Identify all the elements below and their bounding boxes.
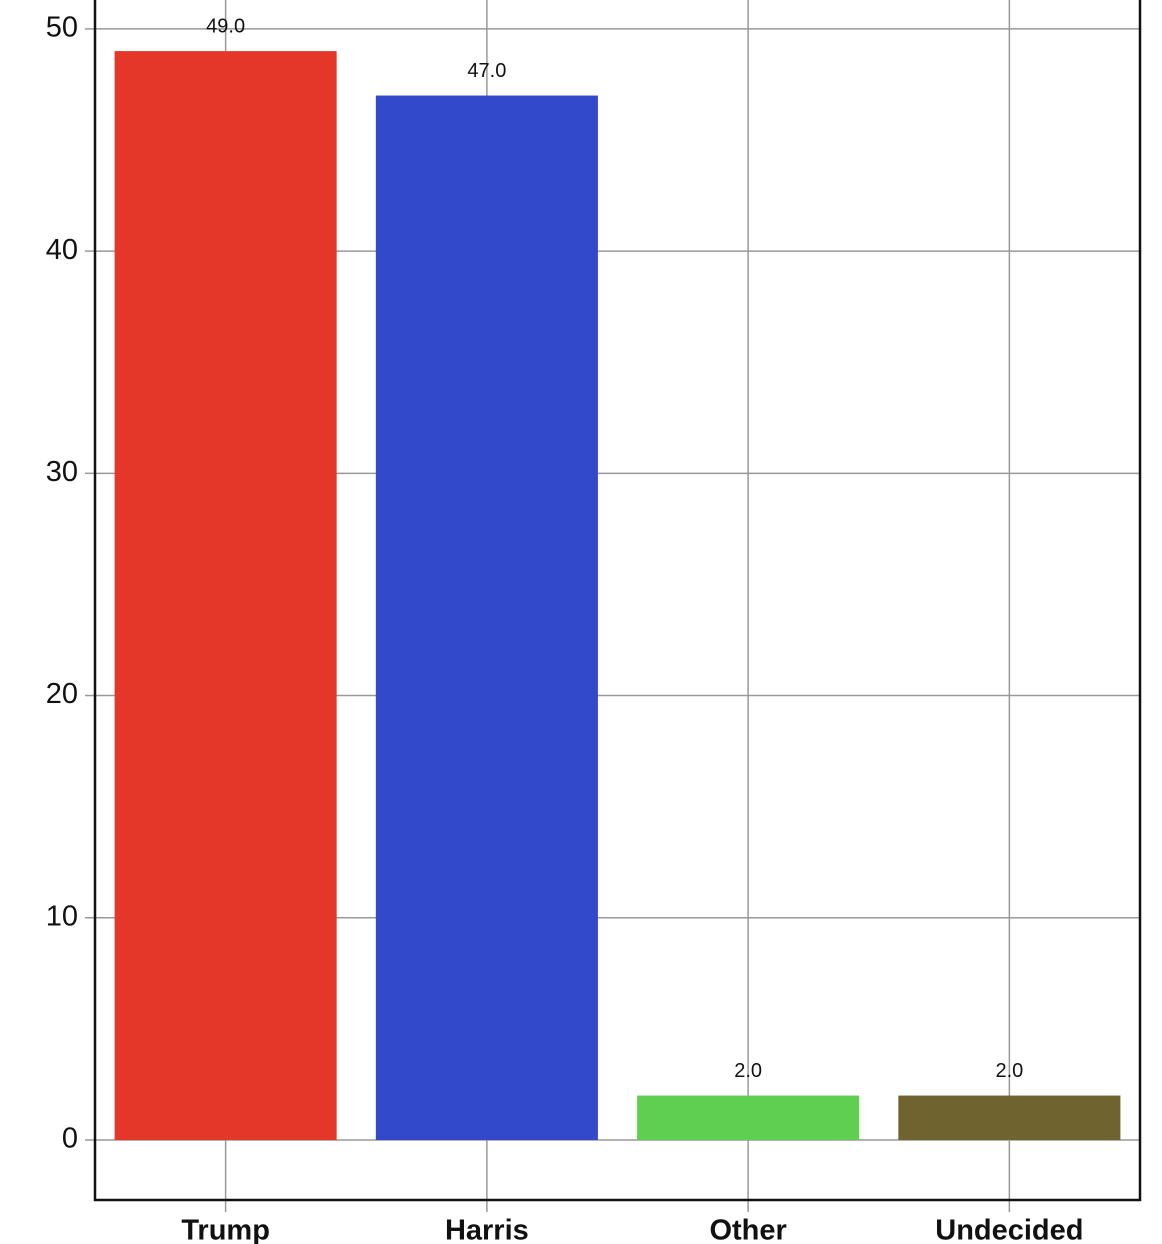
value-label: 2.0 — [995, 1060, 1023, 1082]
y-tick-label: 40 — [46, 234, 78, 266]
value-label: 47.0 — [467, 60, 506, 82]
x-tick-label: Harris — [445, 1215, 529, 1244]
y-tick-label: 50 — [46, 12, 78, 44]
x-tick-label: Undecided — [935, 1215, 1083, 1244]
bar — [898, 1095, 1121, 1140]
axis-frame — [93, 0, 1142, 1202]
y-tick-label: 10 — [46, 900, 78, 932]
x-tick-label: Other — [709, 1215, 786, 1244]
value-label: 2.0 — [734, 1060, 762, 1082]
bar — [375, 95, 598, 1141]
bar — [114, 51, 337, 1141]
y-tick-label: 30 — [46, 456, 78, 488]
bar — [637, 1095, 860, 1140]
x-tick-label: Trump — [181, 1215, 270, 1244]
y-tick-label: 20 — [46, 678, 78, 710]
value-label: 49.0 — [206, 15, 245, 37]
y-tick-label: 0 — [62, 1123, 78, 1155]
